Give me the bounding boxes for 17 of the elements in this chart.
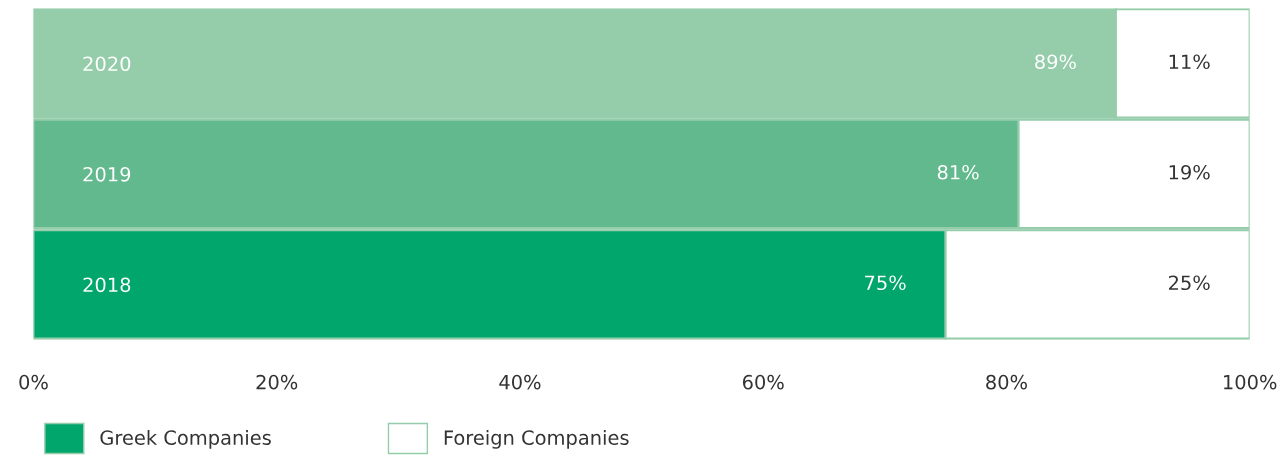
x-tick-label: 100% bbox=[1224, 374, 1277, 390]
data-label: 25% bbox=[1168, 275, 1210, 291]
legend-label: Greek Companies bbox=[100, 429, 271, 449]
x-tick-label: 20% bbox=[256, 374, 298, 390]
data-label: 19% bbox=[1169, 164, 1210, 180]
x-tick-label: 80% bbox=[986, 374, 1027, 390]
data-label: 11% bbox=[1169, 54, 1210, 70]
data-label: 89% bbox=[1035, 54, 1076, 70]
x-tick-label: 40% bbox=[499, 374, 541, 390]
y-tick-label: 2020 bbox=[83, 56, 131, 72]
data-label: 75% bbox=[865, 275, 906, 291]
x-tick-label: 0% bbox=[19, 374, 48, 390]
y-tick-label: 2019 bbox=[83, 166, 131, 182]
legend-label: Foreign Companies bbox=[444, 429, 629, 449]
data-label: 81% bbox=[937, 164, 979, 180]
x-tick-label: 60% bbox=[742, 374, 784, 390]
y-tick-label: 2018 bbox=[83, 277, 131, 293]
